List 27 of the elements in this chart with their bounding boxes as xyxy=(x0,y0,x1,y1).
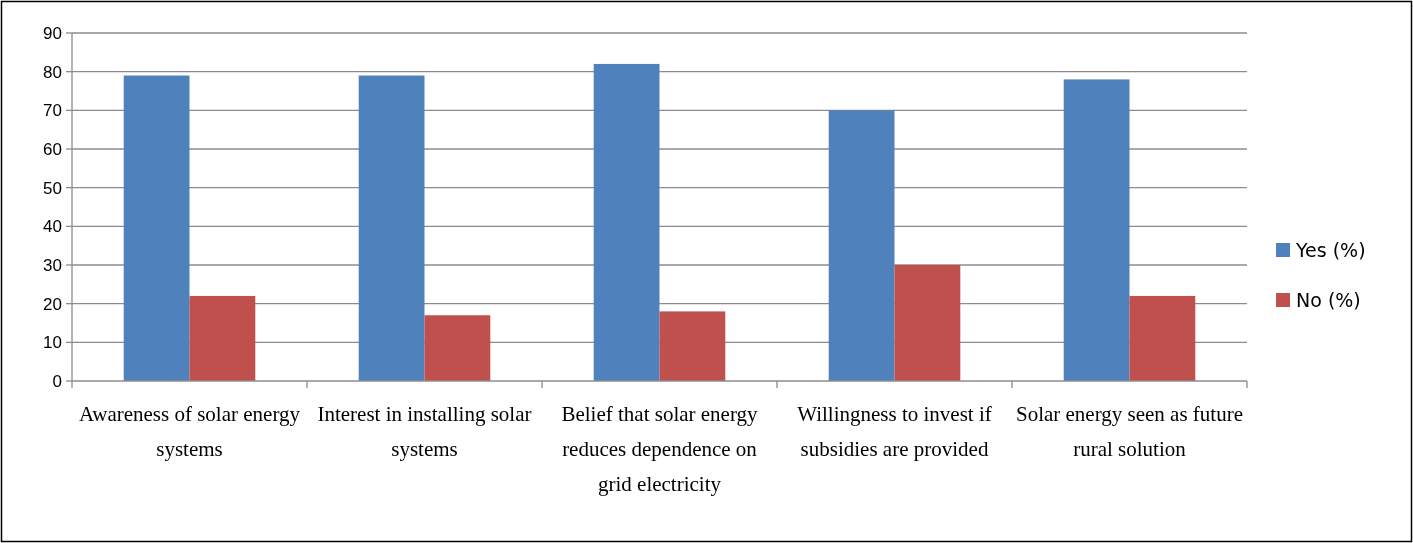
y-tick-label: 70 xyxy=(43,101,62,121)
bar xyxy=(189,295,256,381)
y-tick-label: 80 xyxy=(43,62,62,82)
x-tick-label: Belief that solar energy reduces dependence on grid electricity xyxy=(561,402,759,496)
bar xyxy=(424,315,491,381)
y-tick-label: 10 xyxy=(43,333,62,353)
bar xyxy=(593,63,660,381)
legend-label: No (%) xyxy=(1296,288,1361,311)
x-tick-label: Solar energy seen as future rural solution xyxy=(1015,402,1244,461)
x-tick-label: Interest in installing solar systems xyxy=(317,402,532,461)
y-tick-label: 40 xyxy=(43,217,62,237)
bar xyxy=(1129,295,1196,381)
y-tick-label: 30 xyxy=(43,255,62,275)
bar xyxy=(123,75,190,381)
bar xyxy=(659,311,726,381)
bar xyxy=(894,265,961,381)
bar xyxy=(1063,79,1130,381)
y-tick-label: 90 xyxy=(43,23,62,43)
y-tick-label: 20 xyxy=(43,294,62,314)
bar xyxy=(828,110,895,381)
bar xyxy=(358,75,425,381)
y-tick-label: 60 xyxy=(43,139,62,159)
x-tick-label: Awareness of solar energy systems xyxy=(78,402,301,461)
y-tick-label: 50 xyxy=(43,178,62,198)
legend-label: Yes (%) xyxy=(1295,238,1366,261)
x-tick-label: Willingness to invest if subsidies are provided xyxy=(797,402,992,461)
y-tick-label: 0 xyxy=(52,371,62,391)
